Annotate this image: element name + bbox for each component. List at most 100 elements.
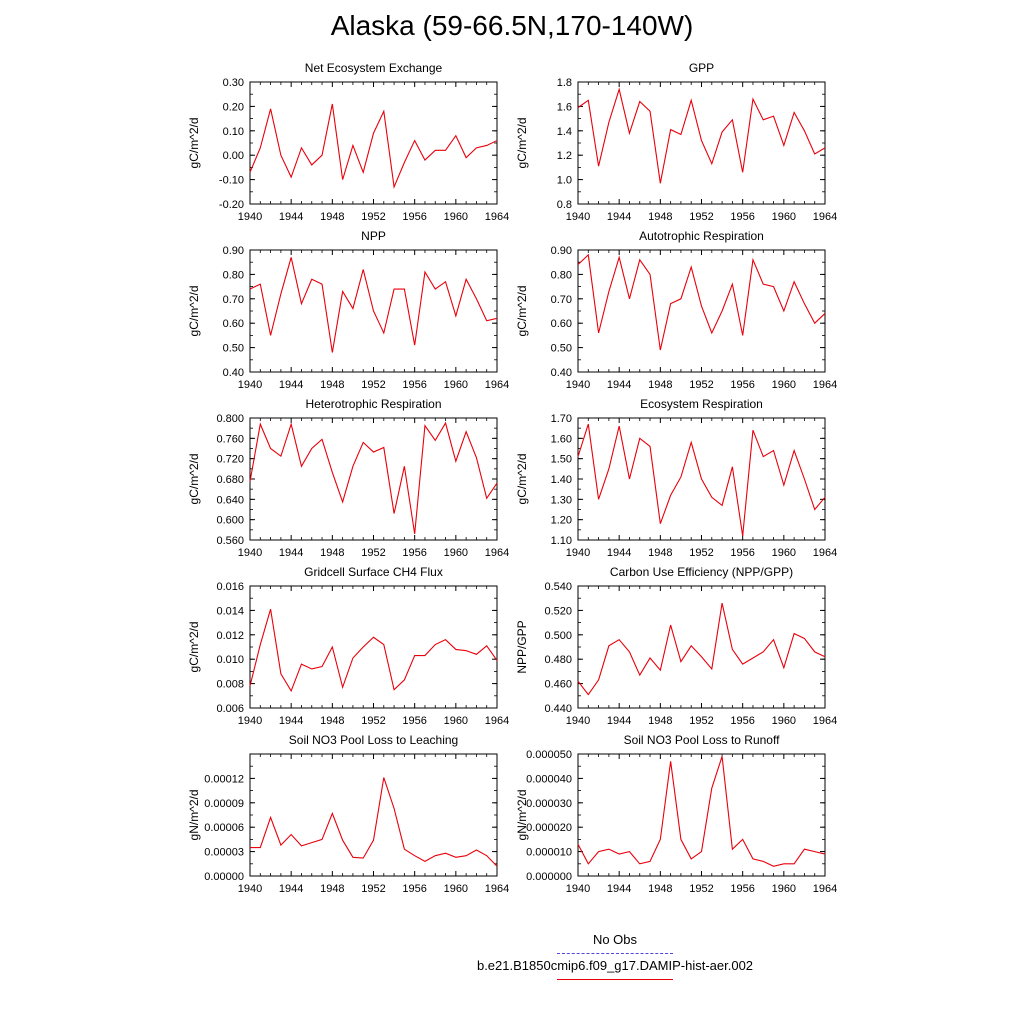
y-tick-label: 0.500 bbox=[544, 630, 572, 642]
series-line bbox=[250, 777, 498, 867]
x-tick-label: 1960 bbox=[772, 379, 796, 391]
panel-9: Soil NO3 Pool Loss to LeachinggN/m^2/d0.… bbox=[187, 733, 509, 895]
y-axis-label: gC/m^2/d bbox=[515, 118, 529, 169]
panel-title: Ecosystem Respiration bbox=[640, 397, 763, 411]
y-tick-label: 0.00006 bbox=[204, 822, 244, 834]
legend: No Obs b.e21.B1850cmip6.f09_g17.DAMIP-hi… bbox=[440, 932, 790, 980]
y-tick-label: 1.30 bbox=[551, 494, 572, 506]
y-tick-label: 0.010 bbox=[216, 654, 244, 666]
y-tick-label: 0.012 bbox=[216, 630, 244, 642]
legend-line-run bbox=[557, 979, 673, 980]
x-tick-label: 1944 bbox=[279, 883, 303, 895]
x-tick-label: 1944 bbox=[607, 211, 631, 223]
y-tick-label: 0.014 bbox=[216, 605, 244, 617]
y-tick-label: 0.560 bbox=[216, 535, 244, 547]
x-tick-label: 1956 bbox=[730, 883, 754, 895]
y-tick-label: 1.70 bbox=[551, 413, 572, 425]
x-tick-label: 1964 bbox=[813, 379, 837, 391]
y-axis-label: NPP/GPP bbox=[515, 620, 529, 673]
x-tick-label: 1952 bbox=[689, 547, 713, 559]
x-tick-label: 1960 bbox=[444, 379, 468, 391]
y-tick-label: 0.00 bbox=[223, 150, 244, 162]
panel-8: Carbon Use Efficiency (NPP/GPP) NPP/GPP 0.… bbox=[515, 565, 837, 727]
y-tick-label: 0.460 bbox=[544, 679, 572, 691]
x-tick-label: 1956 bbox=[730, 211, 754, 223]
y-tick-label: 1.6 bbox=[557, 101, 572, 113]
x-tick-label: 1940 bbox=[566, 883, 590, 895]
y-tick-label: 0.10 bbox=[223, 126, 244, 138]
y-tick-label: 0.000020 bbox=[526, 822, 572, 834]
x-tick-label: 1964 bbox=[813, 715, 837, 727]
x-tick-label: 1960 bbox=[772, 211, 796, 223]
y-tick-label: 1.4 bbox=[557, 126, 572, 138]
y-tick-label: 0.760 bbox=[216, 433, 244, 445]
legend-line-obs bbox=[557, 953, 673, 954]
x-tick-label: 1948 bbox=[320, 883, 344, 895]
y-tick-label: 0.90 bbox=[223, 245, 244, 257]
y-tick-label: 0.006 bbox=[216, 703, 244, 715]
plot-frame bbox=[577, 753, 826, 877]
y-tick-label: 1.40 bbox=[551, 474, 572, 486]
y-tick-label: -0.10 bbox=[219, 175, 244, 187]
y-tick-label: 0.000030 bbox=[526, 798, 572, 810]
panel-title: Heterotrophic Respiration bbox=[305, 397, 441, 411]
x-tick-label: 1964 bbox=[485, 715, 509, 727]
x-tick-label: 1960 bbox=[444, 211, 468, 223]
y-tick-label: 1.2 bbox=[557, 150, 572, 162]
x-tick-label: 1964 bbox=[813, 547, 837, 559]
y-tick-label: 0.80 bbox=[551, 269, 572, 281]
x-tick-label: 1948 bbox=[648, 715, 672, 727]
x-tick-label: 1944 bbox=[607, 547, 631, 559]
y-tick-label: 0.60 bbox=[223, 318, 244, 330]
x-tick-label: 1940 bbox=[566, 211, 590, 223]
plot-frame bbox=[249, 81, 498, 205]
series-line bbox=[249, 609, 498, 693]
y-tick-label: 0.000010 bbox=[526, 847, 572, 859]
y-tick-label: 0.00003 bbox=[204, 847, 244, 859]
y-axis-label: gC/m^2/d bbox=[187, 118, 201, 169]
y-tick-label: 1.10 bbox=[551, 535, 572, 547]
x-tick-label: 1952 bbox=[361, 883, 385, 895]
panel-5: Heterotrophic Respiration gC/m^2/d 0.560 0.… bbox=[187, 397, 509, 559]
page-title: Alaska (59-66.5N,170-140W) bbox=[330, 10, 694, 41]
y-tick-label: 0.60 bbox=[551, 318, 572, 330]
x-tick-label: 1960 bbox=[444, 715, 468, 727]
y-tick-label: 0.000000 bbox=[526, 871, 572, 883]
x-tick-label: 1960 bbox=[772, 883, 796, 895]
x-tick-label: 1952 bbox=[689, 715, 713, 727]
y-tick-label: 1.60 bbox=[551, 433, 572, 445]
series-line bbox=[577, 87, 826, 184]
plot-frame bbox=[249, 585, 498, 709]
legend-label-obs: No Obs bbox=[592, 932, 638, 947]
panel-6: Ecosystem Respiration gC/m^2/d 1.10 1.20 1.3… bbox=[515, 397, 837, 559]
x-tick-label: 1952 bbox=[361, 547, 385, 559]
x-tick-label: 1960 bbox=[444, 883, 468, 895]
x-tick-label: 1960 bbox=[772, 715, 796, 727]
legend-entry-obs: No Obs bbox=[440, 932, 790, 954]
y-tick-label: 1.50 bbox=[551, 454, 572, 466]
x-tick-label: 1956 bbox=[402, 211, 426, 223]
y-axis-label: gN/m^2/d bbox=[187, 790, 201, 841]
x-tick-label: 1940 bbox=[238, 211, 262, 223]
panel-title: Net Ecosystem Exchange bbox=[305, 61, 443, 75]
y-tick-label: 0.8 bbox=[557, 199, 572, 211]
y-tick-label: 0.480 bbox=[544, 654, 572, 666]
x-tick-label: 1952 bbox=[689, 211, 713, 223]
legend-label-run: b.e21.B1850cmip6.f09_g17.DAMIP-hist-aer.… bbox=[476, 958, 754, 973]
x-tick-label: 1952 bbox=[689, 883, 713, 895]
series-line bbox=[577, 756, 826, 867]
panel-10: Soil NO3 Pool Loss to RunoffgN/m^2/d0.00… bbox=[515, 733, 837, 895]
plot-frame bbox=[249, 753, 498, 877]
panel-title: Soil NO3 Pool Loss to Runoff bbox=[624, 733, 781, 747]
x-tick-label: 1940 bbox=[238, 547, 262, 559]
y-tick-label: 0.800 bbox=[216, 413, 244, 425]
y-tick-label: 0.00012 bbox=[204, 773, 244, 785]
x-tick-label: 1964 bbox=[485, 883, 509, 895]
x-tick-label: 1960 bbox=[444, 547, 468, 559]
series-line bbox=[249, 421, 498, 534]
panel-4: Autotrophic Respiration gC/m^2/d 0.40 0.50 0… bbox=[515, 229, 837, 391]
y-tick-label: 0.50 bbox=[551, 343, 572, 355]
x-tick-label: 1948 bbox=[320, 379, 344, 391]
x-tick-label: 1944 bbox=[279, 211, 303, 223]
y-tick-label: 0.640 bbox=[216, 494, 244, 506]
